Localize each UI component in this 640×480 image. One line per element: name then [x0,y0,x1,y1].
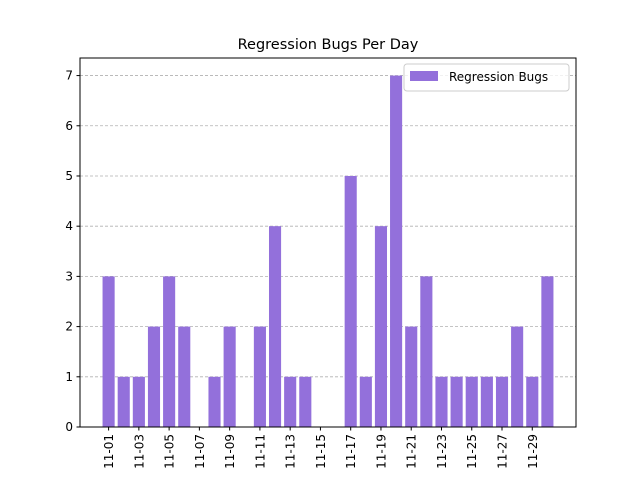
x-tick-label: 11-01 [102,434,116,469]
x-tick-label: 11-11 [253,434,267,469]
bar-11-27 [495,376,509,427]
y-tick-label: 6 [65,119,73,133]
x-tick-label: 11-19 [374,434,388,469]
bar-11-02 [117,376,130,427]
bar-11-20 [390,75,403,428]
y-tick-label: 3 [65,269,73,283]
legend: Regression Bugs [403,63,570,92]
x-tick-label: 11-21 [405,434,419,469]
bar-11-14 [299,376,312,427]
bar-11-26 [480,376,493,427]
axes-frame [79,57,577,428]
x-tick-label: 11-25 [465,434,479,469]
x-tick-label: 11-15 [314,434,328,469]
legend-swatch [410,71,438,81]
legend-label: Regression Bugs [449,70,548,84]
bar-11-06 [178,326,191,427]
y-tick-label: 1 [65,370,73,384]
bar-11-05 [163,276,176,427]
bar-11-21 [405,326,418,427]
bar-11-30 [541,276,554,427]
bar-11-28 [511,326,524,427]
bar-11-03 [132,376,145,427]
bar-11-09 [223,326,236,427]
bar-11-11 [253,326,266,427]
legend-box [403,63,570,92]
y-tick-label: 4 [65,219,73,233]
bar-11-17 [344,175,357,427]
x-tick-label: 11-27 [496,434,510,469]
bar-11-18 [359,376,372,427]
x-tick-label: 11-09 [223,434,237,469]
y-tick-label: 0 [65,420,73,434]
bar-11-12 [268,226,282,427]
bars [102,75,554,428]
x-axis: 11-01 11-03 11-05 11-07 11-09 11-11 11-13 11-15… [102,427,540,469]
x-tick-label: 11-07 [193,434,207,469]
bar-11-13 [284,376,297,427]
y-tick-label: 7 [65,69,73,83]
bar-11-23 [435,376,448,427]
bar-11-29 [526,376,539,427]
x-tick-label: 11-23 [435,434,449,469]
x-tick-label: 11-29 [526,434,540,469]
bar-11-22 [420,276,433,427]
y-axis: 0 1 2 3 4 5 6 7 [65,69,80,434]
y-tick-label: 2 [65,320,73,334]
bar-11-01 [102,276,115,427]
x-tick-label: 11-17 [344,434,358,469]
x-tick-label: 11-13 [284,434,298,469]
x-tick-label: 11-05 [163,434,177,469]
bar-11-24 [450,376,463,427]
bar-11-25 [465,376,478,427]
bar-11-19 [374,226,388,427]
chart-title: Regression Bugs Per Day [238,37,419,53]
x-tick-label: 11-03 [132,434,146,469]
bar-11-08 [208,376,221,427]
bar-11-04 [147,326,161,427]
y-tick-label: 5 [65,169,73,183]
